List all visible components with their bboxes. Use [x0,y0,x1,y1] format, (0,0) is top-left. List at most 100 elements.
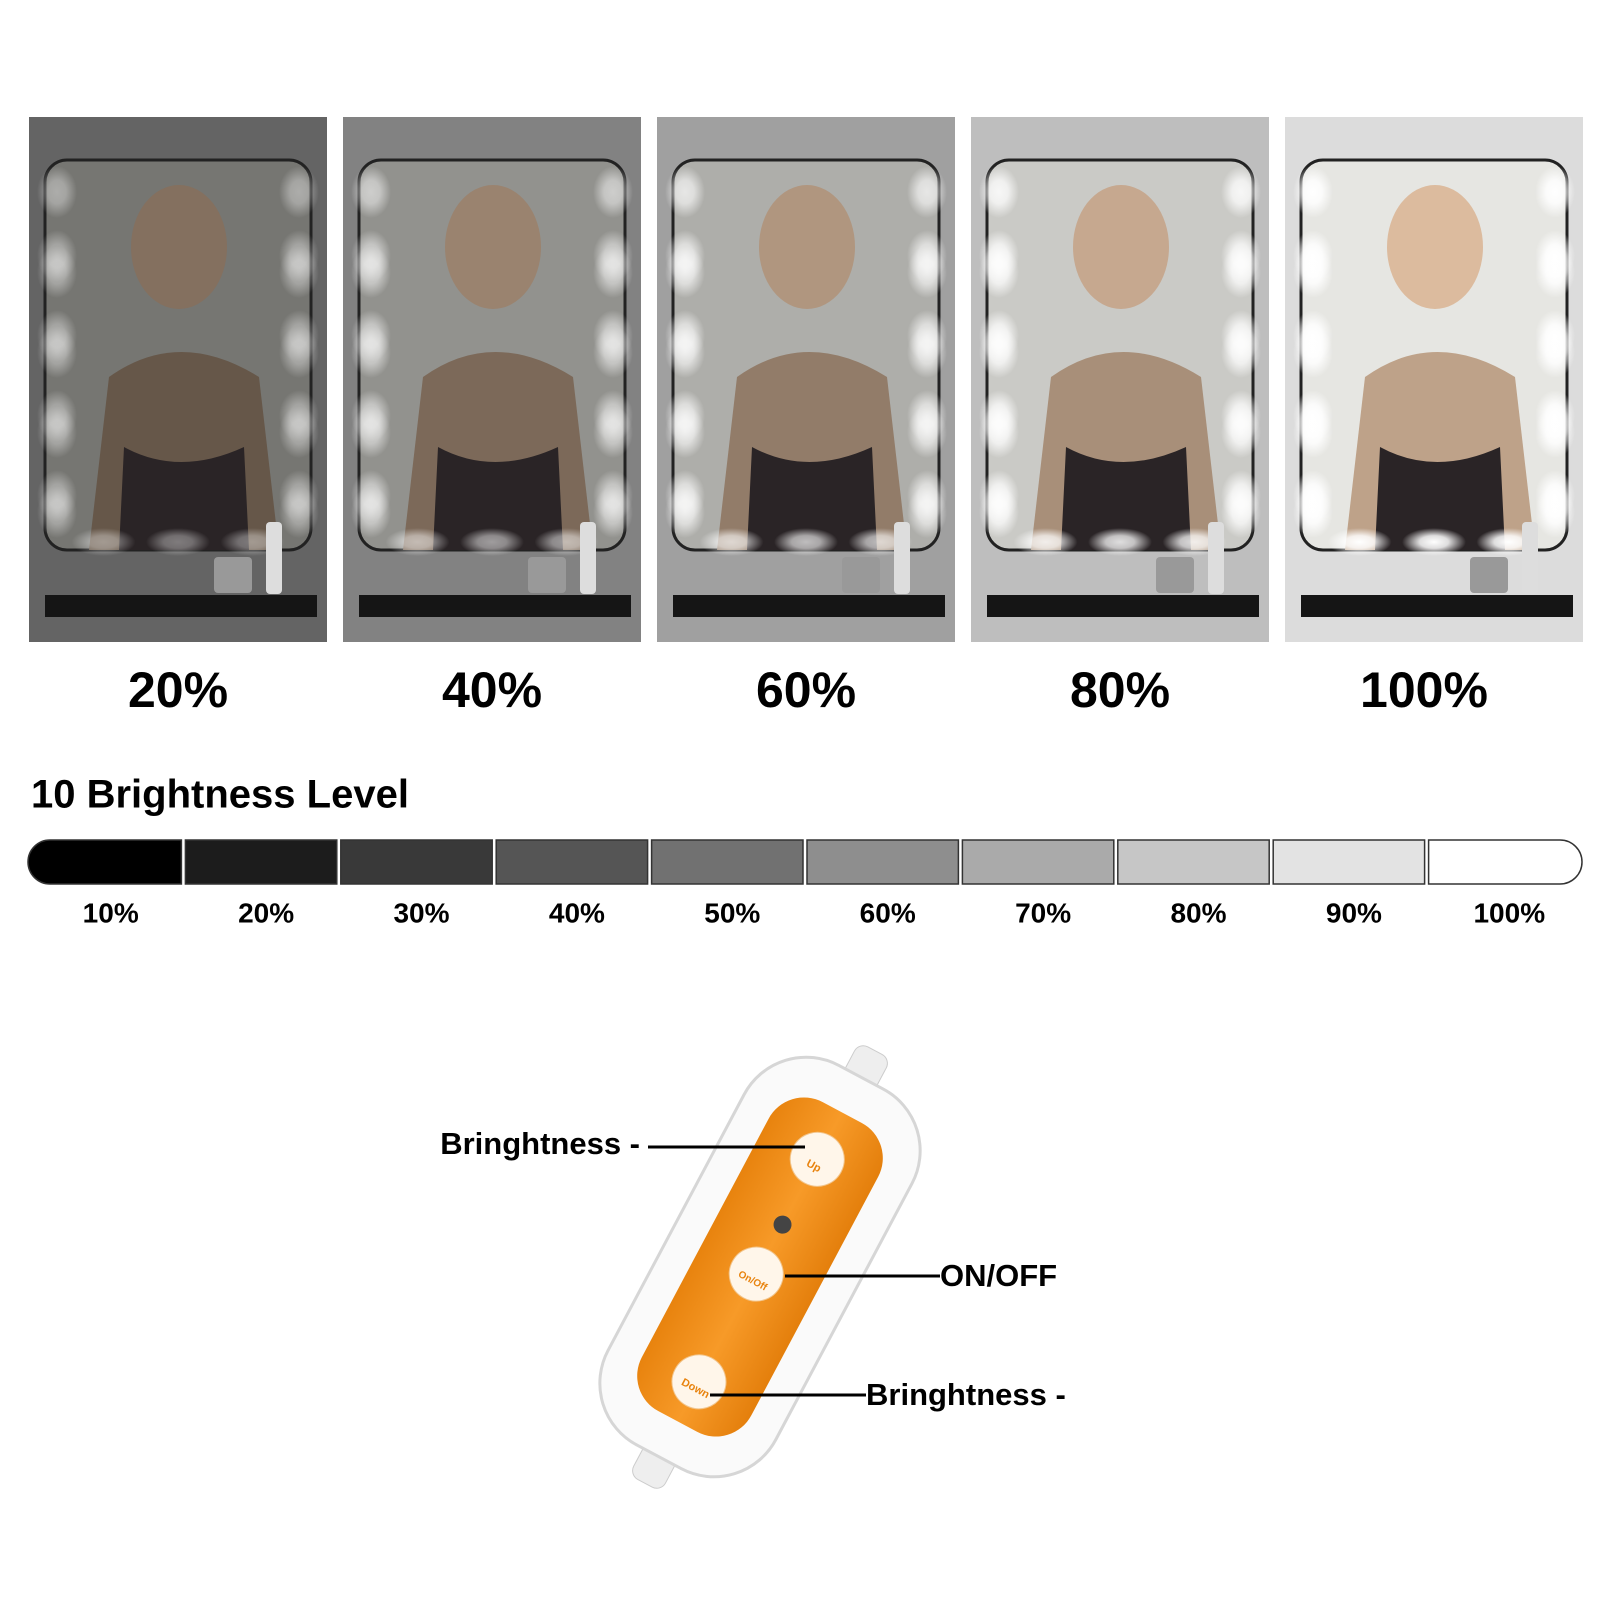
panel-label: 60% [756,662,856,718]
light-bulb [907,470,947,522]
light-bulb [385,528,450,556]
bottle [266,522,282,594]
light-bulb [37,166,77,218]
light-bulb [351,166,391,218]
light-bulb [351,230,391,282]
light-bulb [907,390,947,442]
light-bulb [1535,470,1575,522]
jar [1470,557,1508,593]
light-bulb [1293,470,1333,522]
level-segment [27,839,183,885]
light-bulb [37,230,77,282]
level-label: 70% [1015,897,1071,928]
level-segment [1272,839,1426,885]
light-bulb [1535,310,1575,362]
light-bulb [979,310,1019,362]
jar [528,557,566,593]
reflection-face [1073,185,1169,309]
level-label: 100% [1473,897,1545,928]
mirror-panel [343,117,641,642]
reflection-top [119,447,249,550]
light-bulb [1221,166,1261,218]
light-bulb [665,310,705,362]
level-segment [961,839,1115,885]
light-bulb [279,166,319,218]
level-segment [1427,839,1583,885]
light-bulb [1293,166,1333,218]
level-label: 40% [549,897,605,928]
light-bulb [1327,528,1392,556]
light-bulb [979,390,1019,442]
light-bulb [907,230,947,282]
light-bulb [37,470,77,522]
reflection-face [131,185,227,309]
light-bulb [699,528,764,556]
reflection-top [1061,447,1191,550]
panel-label: 40% [442,662,542,718]
light-bulb [665,470,705,522]
level-segment [1117,839,1270,885]
light-bulb [1535,230,1575,282]
light-bulb [1221,390,1261,442]
light-bulb [1402,528,1466,556]
light-bulb [1293,310,1333,362]
light-bulb [593,166,633,218]
light-bulb [1221,470,1261,522]
level-label: 20% [238,897,294,928]
light-bulb [1535,166,1575,218]
light-bulb [1535,390,1575,442]
light-bulb [351,310,391,362]
shelf [987,595,1259,617]
light-bulb [593,390,633,442]
light-bulb [979,470,1019,522]
light-bulb [665,390,705,442]
level-label: 30% [393,897,449,928]
light-bulb [979,230,1019,282]
bottle [580,522,596,594]
level-segment [495,839,649,885]
light-bulb [1013,528,1078,556]
level-segment [650,839,804,885]
light-bulb [1088,528,1152,556]
light-bulb [279,390,319,442]
light-bulb [1293,390,1333,442]
light-bulb [907,166,947,218]
remote-control: Up On/Off Down [598,1045,922,1489]
light-bulb [351,470,391,522]
light-bulb [774,528,838,556]
light-bulb [1221,310,1261,362]
light-bulb [593,310,633,362]
level-label: 90% [1326,897,1382,928]
bar-title: 10 Brightness Level [31,773,409,817]
light-bulb [279,470,319,522]
shelf [359,595,631,617]
panel-label: 80% [1070,662,1170,718]
reflection-face [445,185,541,309]
power-button[interactable] [720,1238,793,1311]
panel-label: 20% [128,662,228,718]
light-bulb [665,230,705,282]
light-bulb [1293,230,1333,282]
light-bulb [593,230,633,282]
reflection-face [1387,185,1483,309]
jar [1156,557,1194,593]
mirror-panel [29,117,327,642]
brightness-panels [29,117,1583,642]
shelf [1301,595,1573,617]
light-bulb [37,310,77,362]
level-label: 60% [860,897,916,928]
level-segment [340,839,493,885]
mirror-panel [971,117,1269,642]
level-label: 10% [83,897,139,928]
callout-label: Bringhtness - [866,1377,1066,1412]
mirror-panel [1285,117,1583,642]
jar [842,557,880,593]
shelf [45,595,317,617]
bottle [894,522,910,594]
level-label: 50% [704,897,760,928]
bottle [1522,522,1538,594]
light-bulb [979,166,1019,218]
reflection-face [759,185,855,309]
jar [214,557,252,593]
light-bulb [37,390,77,442]
